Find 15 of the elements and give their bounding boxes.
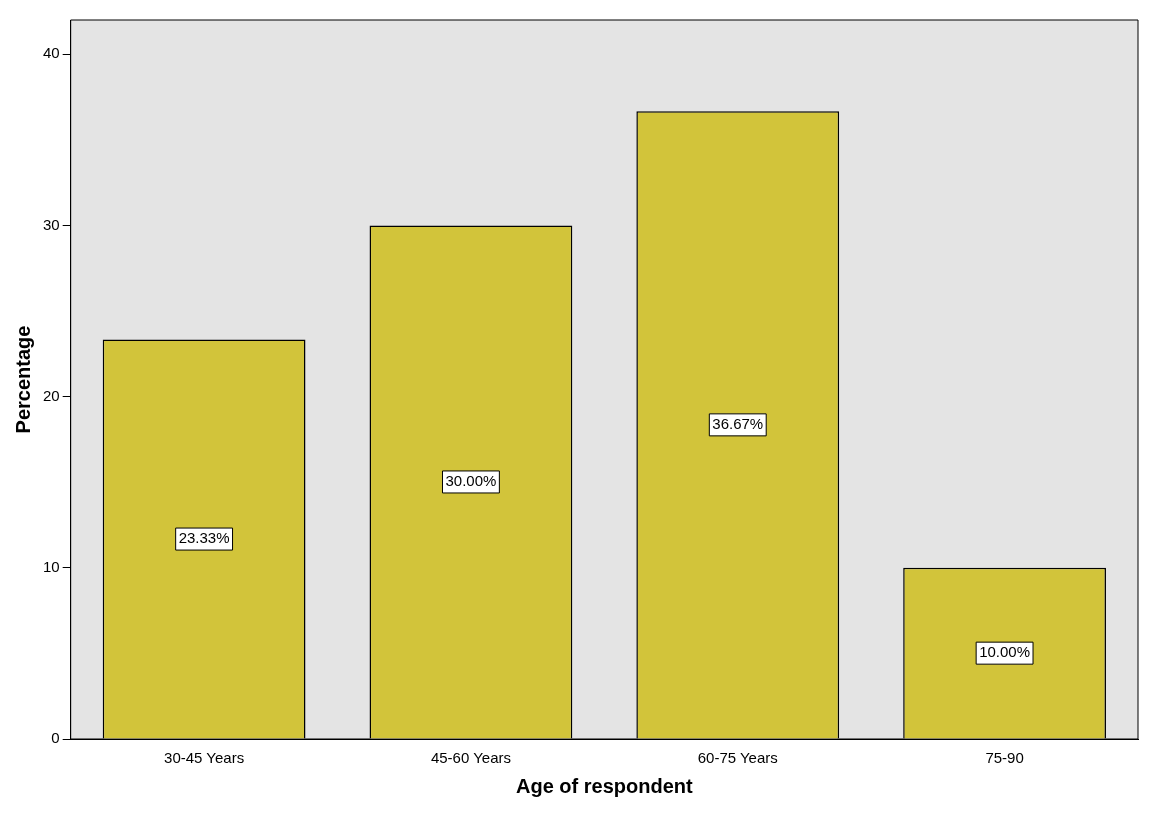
data-label: 23.33% xyxy=(178,529,230,547)
data-label: 30.00% xyxy=(445,472,497,490)
y-tick-label: 30 xyxy=(43,215,60,233)
x-axis-title: Age of respondent xyxy=(516,774,694,797)
data-label: 36.67% xyxy=(712,415,764,433)
x-tick-label: 75-90 xyxy=(985,749,1024,767)
y-axis-title: Percentage xyxy=(11,325,34,434)
y-tick-label: 10 xyxy=(43,557,60,575)
x-tick-label: 45-60 Years xyxy=(430,749,511,767)
data-label: 10.00% xyxy=(979,643,1031,661)
y-tick-label: 0 xyxy=(51,729,60,747)
x-tick-label: 30-45 Years xyxy=(164,749,245,767)
x-tick-label: 60-75 Years xyxy=(697,749,778,767)
y-tick-label: 20 xyxy=(43,386,60,404)
y-tick-label: 40 xyxy=(43,44,60,62)
